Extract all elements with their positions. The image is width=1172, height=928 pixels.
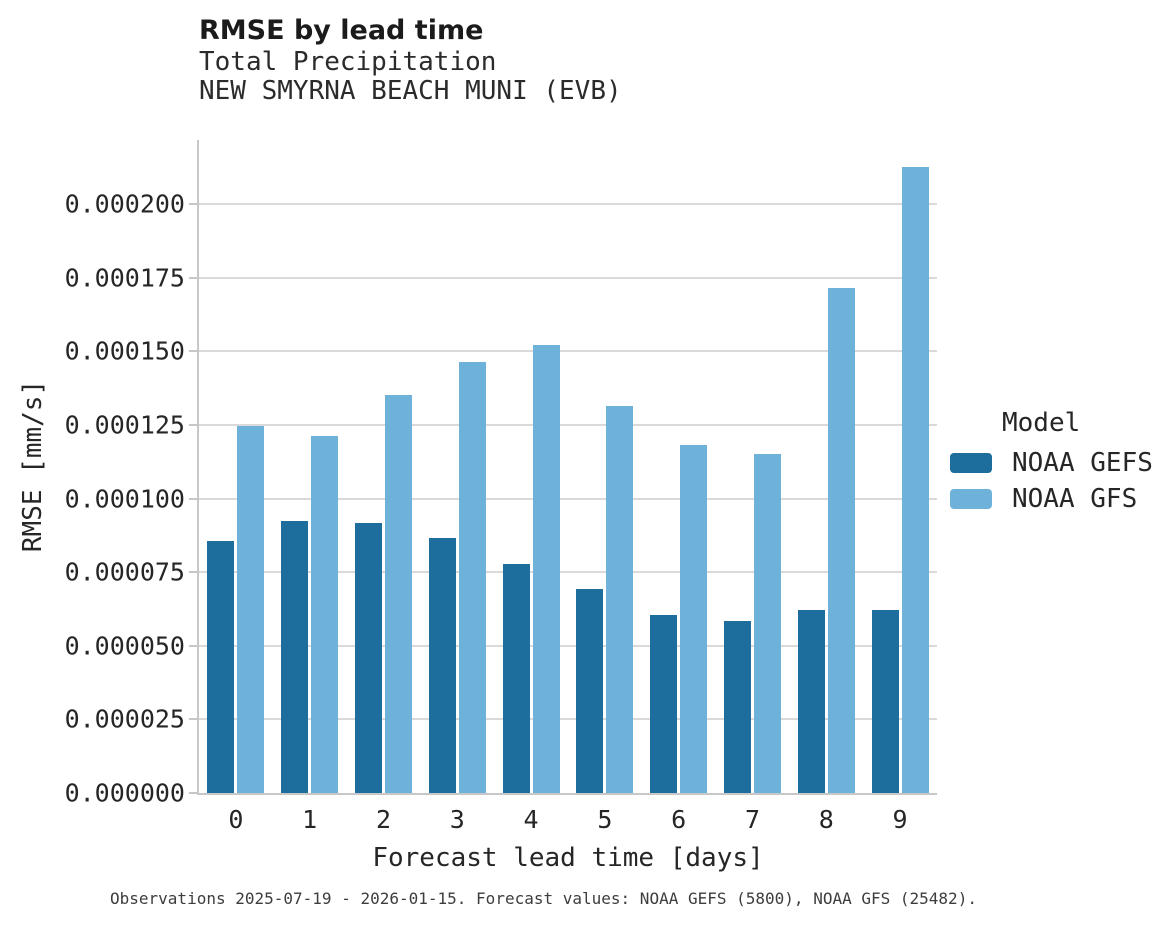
y-tick-mark (189, 203, 197, 206)
x-axis-title: Forecast lead time [days] (372, 843, 764, 873)
y-tick-mark (189, 718, 197, 721)
gridline (199, 203, 937, 206)
y-tick-mark (189, 424, 197, 426)
bar-noaa-gfs-day-4 (532, 344, 560, 793)
bar-group-day-2 (347, 140, 421, 793)
legend-label: NOAA GEFS (1012, 448, 1153, 478)
gridline (199, 497, 937, 500)
x-tick-label: 6 (671, 805, 687, 834)
bar-noaa-gfs-day-8 (827, 287, 855, 793)
bar-noaa-gfs-day-6 (680, 444, 708, 793)
bar-group-day-9 (863, 140, 937, 793)
y-tick-label: 0.000100 (64, 484, 185, 514)
bar-noaa-gefs-day-2 (354, 523, 382, 793)
x-tick-label: 4 (523, 805, 539, 834)
bar-group-day-7 (716, 140, 790, 793)
bar-noaa-gfs-day-9 (901, 166, 929, 793)
bar-noaa-gfs-day-2 (384, 394, 412, 793)
bar-noaa-gfs-day-0 (237, 425, 265, 793)
bar-noaa-gfs-day-5 (606, 406, 634, 793)
x-tick-label: 5 (597, 805, 613, 834)
x-tick-label: 0 (228, 805, 244, 834)
bar-noaa-gefs-day-1 (281, 520, 309, 793)
y-tick-label: 0.000200 (64, 189, 185, 219)
gridline (199, 350, 937, 353)
chart-subtitle-station: NEW SMYRNA BEACH MUNI (EVB) (199, 76, 622, 106)
y-tick-mark (189, 350, 197, 353)
legend-row: NOAA GFS (950, 484, 1153, 514)
bar-group-day-4 (494, 140, 568, 793)
y-tick-label: 0.000175 (64, 263, 185, 293)
legend-swatch-noaa-gefs (950, 453, 992, 473)
gridline (199, 276, 937, 279)
bar-noaa-gfs-day-1 (311, 436, 339, 793)
bar-noaa-gefs-day-5 (576, 588, 604, 793)
x-tick-label: 1 (302, 805, 318, 834)
bar-group-day-3 (420, 140, 494, 793)
x-tick-label: 2 (375, 805, 392, 834)
chart-title: RMSE by lead time (199, 15, 484, 46)
bar-noaa-gefs-day-6 (650, 614, 678, 793)
bar-noaa-gefs-day-0 (207, 541, 235, 793)
x-tick-label: 7 (744, 805, 760, 834)
legend-label: NOAA GFS (1012, 484, 1138, 514)
y-tick-label: 0.000125 (64, 410, 185, 440)
bar-noaa-gefs-day-8 (797, 610, 825, 793)
y-tick-mark (189, 571, 197, 574)
plot-area: 0.000000 0.000025 0.000050 0.000075 0.000100… (65, 140, 937, 873)
y-tick-mark (189, 276, 197, 279)
bar-group-day-1 (273, 140, 347, 793)
bar-noaa-gefs-day-3 (428, 538, 456, 793)
y-tick-label: 0.000150 (64, 336, 185, 366)
legend-title: Model (1002, 408, 1081, 438)
x-tick-labels: 0 1 2 3 4 5 6 7 8 9 (199, 805, 937, 834)
bar-group-day-8 (789, 140, 863, 793)
gridline (199, 644, 937, 647)
bar-noaa-gefs-day-7 (723, 621, 751, 793)
y-tick-label: 0.000050 (64, 631, 185, 661)
x-tick-label: 8 (818, 805, 834, 834)
gridline (199, 571, 937, 574)
bar-group-day-0 (199, 140, 273, 793)
legend-row: NOAA GEFS (950, 448, 1153, 478)
y-tick-mark (189, 792, 197, 794)
chart-subtitle-variable: Total Precipitation (199, 47, 497, 77)
title-block: RMSE by lead time Total Precipitation NE… (199, 14, 622, 106)
y-tick-mark (189, 497, 197, 500)
y-tick-mark (189, 644, 197, 647)
bar-group-day-5 (568, 140, 642, 793)
bar-noaa-gefs-day-9 (871, 610, 899, 793)
y-tick-label: 0.000025 (64, 704, 185, 734)
legend-swatch-noaa-gfs (950, 489, 992, 509)
bar-noaa-gefs-day-4 (502, 564, 530, 793)
x-tick-label: 3 (449, 805, 465, 834)
legend: Model NOAA GEFS NOAA GFS (950, 408, 1153, 522)
gridline (199, 718, 937, 721)
bar-group-day-6 (642, 140, 716, 793)
y-tick-label: 0.000075 (64, 557, 185, 587)
gridline (199, 424, 937, 426)
bar-noaa-gfs-day-7 (753, 453, 781, 793)
y-axis-title: RMSE [mm/s] (18, 379, 48, 553)
caption: Observations 2025-07-19 - 2026-01-15. Fo… (110, 889, 977, 908)
x-tick-label: 9 (892, 805, 908, 834)
bar-noaa-gfs-day-3 (458, 361, 486, 793)
legend-rows: NOAA GEFS NOAA GFS (950, 448, 1153, 514)
y-tick-label: 0.000000 (64, 778, 185, 808)
bars-layer (199, 140, 937, 793)
